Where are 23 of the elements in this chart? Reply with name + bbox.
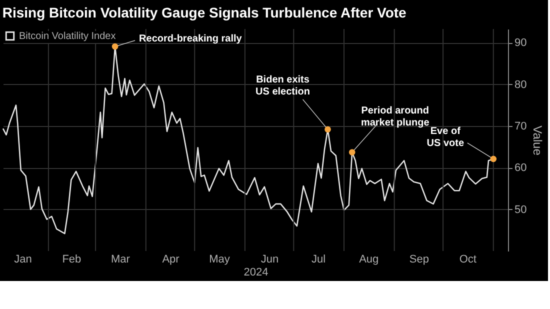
x-tick-label: Oct (459, 254, 476, 266)
y-tick-label: 70 (514, 120, 527, 133)
x-tick-label: Apr (162, 254, 180, 266)
annotation: Biden exits US election (256, 74, 310, 98)
x-axis-title: 2024 (244, 266, 268, 278)
annotation: Record-breaking rally (139, 33, 242, 44)
y-tick-label: 90 (514, 37, 527, 50)
legend-label: Bitcoin Volatility Index (19, 31, 116, 42)
x-tick-label: Sep (409, 254, 429, 266)
chart-title: Rising Bitcoin Volatility Gauge Signals Turbulence After Vote (2, 4, 407, 20)
x-tick-label: Jan (14, 254, 32, 266)
annotation: Eve of US vote (426, 126, 464, 149)
annotation: Period around market plunge (360, 105, 430, 128)
x-tick-label: Jun (260, 254, 279, 266)
x-tick-label: Mar (110, 254, 130, 266)
x-tick-label: Aug (359, 254, 379, 266)
y-tick-label: 50 (514, 204, 527, 216)
y-tick-label: 80 (514, 78, 527, 91)
x-tick-label: May (209, 254, 230, 266)
x-tick-label: Feb (62, 254, 82, 266)
y-axis-title: Value (530, 126, 545, 156)
y-tick-label: 60 (514, 162, 527, 174)
x-tick-label: Jul (311, 254, 326, 266)
